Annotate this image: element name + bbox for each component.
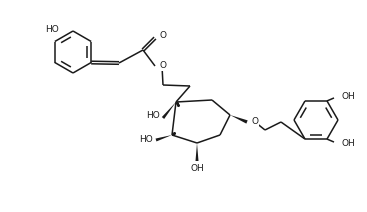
Polygon shape bbox=[196, 143, 199, 161]
Polygon shape bbox=[230, 115, 248, 124]
Polygon shape bbox=[162, 102, 176, 119]
Text: HO: HO bbox=[45, 25, 59, 35]
Text: OH: OH bbox=[190, 164, 204, 173]
Text: OH: OH bbox=[342, 139, 356, 148]
Text: OH: OH bbox=[342, 92, 356, 102]
Text: O: O bbox=[252, 117, 259, 127]
Text: O: O bbox=[159, 61, 166, 71]
Text: HO: HO bbox=[146, 112, 160, 120]
Polygon shape bbox=[156, 135, 172, 141]
Text: HO: HO bbox=[139, 135, 153, 145]
Text: O: O bbox=[160, 32, 167, 40]
